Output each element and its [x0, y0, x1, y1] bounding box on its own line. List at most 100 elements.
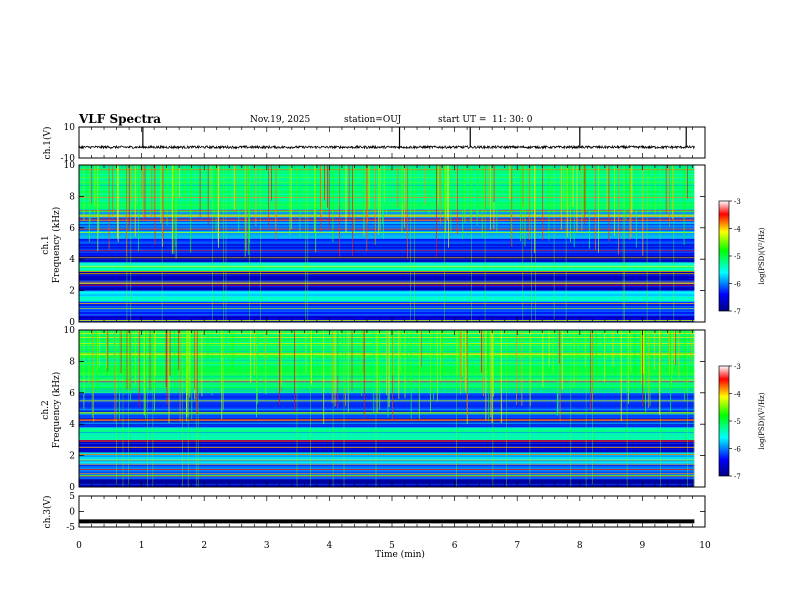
- ch1-spectrogram-texture-row: [79, 298, 695, 300]
- ch1-spectrogram-texture-row: [79, 216, 695, 218]
- ch1-waveform-trace: [78, 144, 695, 150]
- ch1-spectrogram-texture-row: [79, 318, 695, 320]
- colorbar-layer: -3 -4 -5 -6 -7 -3 -4 -5 -6 -7: [718, 198, 741, 481]
- ch1-colorbar-tick-label: -6: [734, 281, 741, 289]
- ch1-spectrogram-texture-row: [79, 289, 695, 291]
- ch2-spectrogram-texture-row: [79, 444, 695, 446]
- ch2-spectrogram-texture-row: [79, 468, 695, 470]
- ch2-colorbar-tick-label: -6: [734, 446, 741, 454]
- ch2-spectrogram-texture-row: [79, 409, 695, 411]
- ch2-spectrogram-texture-row: [79, 452, 695, 454]
- ch2-spectrogram-texture-row: [79, 458, 695, 460]
- ch2-spectrogram-texture-row: [79, 403, 695, 405]
- ch1-spectrogram-texture-row: [79, 292, 695, 294]
- ch2-spectrogram-texture-row: [79, 418, 695, 420]
- ch2-colorbar-scale: [718, 365, 730, 477]
- start-ut-value: 11: 30: 0: [492, 115, 533, 125]
- ch1-spectrogram-texture-row: [79, 244, 695, 246]
- ch1-spectrogram-texture-row: [79, 221, 695, 222]
- ch1-spectrogram-texture-row: [79, 254, 695, 256]
- ch2-spectrogram-texture-row: [79, 466, 695, 468]
- ch2-spectrogram-texture-row: [79, 398, 695, 400]
- ch2-spectrogram-texture-row: [79, 436, 695, 438]
- ch1-spectrogram-texture-row: [79, 248, 695, 250]
- ch2-spectrogram-texture-row: [79, 441, 695, 443]
- ch1-spectrogram-texture-row: [79, 295, 695, 297]
- ch3-waveform-ylabel: ch.3(V): [42, 496, 53, 529]
- ch2-spectrogram-texture-row: [79, 407, 695, 409]
- ch1-spectrogram-texture-row: [79, 290, 695, 292]
- ch1-spectrogram-texture-row: [79, 229, 695, 231]
- ch2-spectrogram-texture-row: [79, 424, 695, 426]
- ch3-waveform-ytick-label: -5: [66, 523, 75, 533]
- ch1-colorbar-tick-label: -3: [734, 198, 741, 206]
- ch2-spectrogram-texture-row: [79, 472, 695, 474]
- ch2-spectrogram-texture-row: [79, 479, 695, 480]
- ch1-spectrogram-texture-row: [79, 280, 695, 282]
- ch2-spectrogram-ytick-label: 4: [69, 420, 75, 430]
- recording-date: Nov.19, 2025: [250, 115, 311, 125]
- ch2-spectrogram-ytick-label: 8: [69, 357, 75, 367]
- ch1-spectrogram-texture-row: [79, 277, 695, 279]
- x-tick-label: 7: [514, 541, 520, 551]
- ch2-spectrogram-texture-row: [79, 410, 695, 412]
- ch2-colorbar-label: log(PSD)(V²/Hz): [758, 392, 766, 449]
- x-tick-label: 5: [389, 541, 395, 551]
- ch2-spectrogram-texture-row: [79, 463, 695, 465]
- ch2-spectrogram-ylabel: Frequency (kHz): [51, 372, 62, 449]
- ch1-spectrogram-ytick-label: 0: [69, 318, 75, 328]
- ch1-spectrogram-texture-row: [79, 267, 695, 268]
- ch1-spectrogram-texture-row: [79, 253, 695, 255]
- ch2-colorbar-tick-label: -5: [734, 418, 741, 426]
- ch2-spectrogram-texture-row: [79, 477, 695, 479]
- ch2-spectrogram-texture-row: [79, 460, 695, 462]
- start-ut-label: start UT =: [438, 115, 486, 125]
- ch1-spectrogram-ytick-label: 10: [64, 161, 76, 171]
- ch1-spectrogram-ytick-label: 4: [69, 255, 75, 265]
- ch1-spectrogram-texture-row: [79, 315, 695, 317]
- ch2-spectrogram-texture-row: [79, 413, 695, 415]
- ch2-colorbar-tick-label: -3: [734, 363, 741, 371]
- ch1-spectrogram-texture-row: [79, 234, 695, 236]
- ch1-spectrogram-texture-row: [79, 240, 695, 242]
- ch1-spectrogram-ytick-label: 2: [69, 287, 75, 297]
- ch1-spectrogram-ylabel: Frequency (kHz): [51, 207, 62, 284]
- ch2-spectrogram-texture-row: [79, 435, 695, 437]
- ch2-spectrogram-texture-row: [79, 406, 695, 408]
- ch2-spectrogram-texture-row: [79, 438, 695, 440]
- ch2-spectrogram-texture-row: [79, 469, 695, 471]
- chart-title: VLF Spectra: [78, 112, 161, 126]
- ch1-spectrogram-texture-row: [79, 235, 695, 237]
- ch2-spectrogram-texture-row: [79, 432, 695, 433]
- ch1-spectrogram-texture-row: [79, 306, 695, 308]
- ch1-colorbar-tick-label: -4: [734, 226, 741, 234]
- ch1-spectrogram-texture-row: [79, 268, 695, 270]
- ch1-spectrogram-band-0: [79, 315, 695, 322]
- ch1-spectrogram-texture-row: [79, 293, 695, 295]
- ch2-colorbar-tick-label: -7: [734, 473, 741, 481]
- ch2-spectrogram-texture-row: [79, 480, 695, 482]
- x-tick-label: 6: [452, 541, 458, 551]
- ch1-spectrogram-texture-row: [79, 238, 695, 240]
- ch1-spectrogram-texture-row: [79, 287, 695, 289]
- ch2-spectrogram-ytick-label: 10: [64, 326, 76, 336]
- ch2-spectrogram-texture-row: [79, 447, 695, 449]
- ch1-spectrogram-texture-row: [79, 286, 695, 288]
- ch1-spectrogram-texture-row: [79, 283, 695, 285]
- ch1-spectrogram-texture-row: [79, 243, 695, 244]
- ch2-spectrogram-ytick-label: 6: [69, 389, 75, 399]
- ch2-spectrogram-texture-row: [79, 450, 695, 452]
- ch1-spectrogram-texture-row: [79, 231, 695, 233]
- ch2-spectrogram-texture-row: [79, 430, 695, 432]
- ch2-spectrogram-texture-row: [79, 415, 695, 417]
- ch1-spectrogram-texture-row: [79, 317, 695, 319]
- ch1-waveform-ytick-label: 10: [64, 123, 76, 133]
- ch1-waveform-ytick-label: -10: [61, 154, 76, 164]
- ch1-spectrogram-texture-row: [79, 247, 695, 249]
- ch1-spectrogram-texture-row: [79, 311, 695, 312]
- ch1-colorbar-label: log(PSD)(V²/Hz): [758, 227, 766, 284]
- ch2-spectrogram-ytick-label: 0: [69, 483, 75, 493]
- ch2-spectrogram-texture-row: [79, 397, 695, 399]
